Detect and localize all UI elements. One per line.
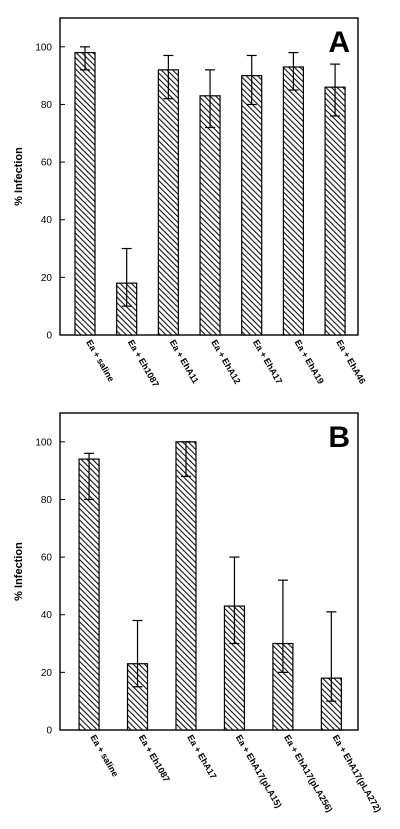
x-tick-label: Ea + EhA46 xyxy=(334,338,367,386)
bar xyxy=(199,95,221,336)
y-tick-label: 100 xyxy=(35,437,52,448)
x-tick-label: Ea + EhA17 xyxy=(251,338,284,386)
chart-panel-b: 0 20 40 60 80 100 % Infection B Ea + saline Ea + … xyxy=(13,412,384,814)
y-tick-label: 60 xyxy=(41,553,53,564)
x-tick-label: Ea + EhA11 xyxy=(168,338,201,385)
y-tick-label: 0 xyxy=(46,331,52,342)
x-tick-label: Ea + EhA17(pLA272) xyxy=(331,733,384,814)
bar xyxy=(175,441,197,731)
x-tick-label: Ea + Eh1087 xyxy=(137,733,172,784)
y-tick-label: 20 xyxy=(41,273,53,284)
x-tick-label: Ea + EhA17(pLA15) xyxy=(234,733,284,810)
x-tick-label: Ea + EhA19 xyxy=(293,338,326,386)
y-tick-label: 0 xyxy=(46,726,52,737)
y-tick-label: 100 xyxy=(35,42,52,53)
y-tick-label: 80 xyxy=(41,100,53,111)
x-tick-label: Ea + EhA17 xyxy=(185,733,218,781)
y-tick-label: 80 xyxy=(41,495,53,506)
y-tick-label: 40 xyxy=(41,215,53,226)
bar xyxy=(74,51,96,336)
plot-frame xyxy=(59,412,359,731)
chart-panel-a: 0 20 40 60 80 100 % Infection A Ea + saline Ea + … xyxy=(13,17,368,389)
panel-letter: B xyxy=(328,421,350,454)
bar xyxy=(157,69,179,336)
x-tick-label: Ea + Eh1087 xyxy=(126,338,161,389)
bar xyxy=(241,75,263,336)
bar xyxy=(282,66,304,336)
y-axis-label: % Infection xyxy=(13,542,25,601)
x-tick-label: Ea + saline xyxy=(84,338,116,384)
x-tick-label: Ea + EhA12 xyxy=(209,338,242,386)
x-tick-label: Ea + EhA17(pLA256) xyxy=(282,733,335,814)
y-tick-label: 20 xyxy=(41,668,53,679)
panel-letter: A xyxy=(328,26,350,59)
bar xyxy=(324,86,346,336)
y-tick-label: 60 xyxy=(41,158,53,169)
y-tick-label: 40 xyxy=(41,610,53,621)
y-axis-label: % Infection xyxy=(13,147,25,206)
x-tick-label: Ea + saline xyxy=(88,733,120,779)
